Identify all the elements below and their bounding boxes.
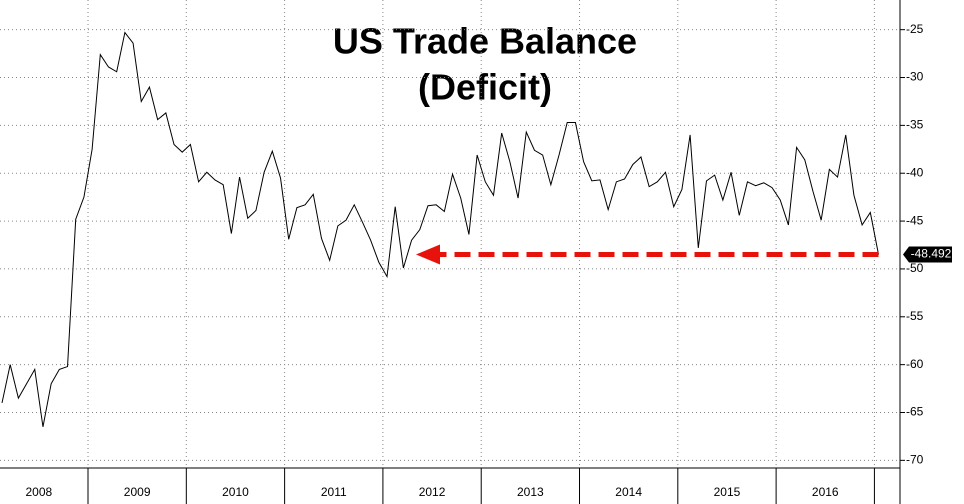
x-tick-label: 2010 [222,485,249,499]
x-tick-label: 2009 [124,485,151,499]
y-tick-label: -30 [906,70,924,84]
y-tick-label: -35 [906,118,924,132]
chart-title: US Trade Balance [333,21,637,62]
chart-subtitle: (Deficit) [418,67,552,108]
y-tick-label: -70 [906,453,924,467]
y-tick-label: -25 [906,22,924,36]
annotation-arrow-head [416,244,440,265]
x-tick-label: 2013 [517,485,544,499]
y-tick-label: -50 [906,261,924,275]
last-value-label: -48.492 [911,247,952,261]
y-tick-label: -65 [906,405,924,419]
y-tick-label: -45 [906,213,924,227]
last-value-box [903,246,952,263]
y-tick-label: -40 [906,165,924,179]
x-tick-label: 2014 [615,485,642,499]
x-tick-label: 2012 [419,485,446,499]
x-tick-label: 2008 [26,485,53,499]
y-tick-label: -55 [906,309,924,323]
x-tick-label: 2015 [714,485,741,499]
y-tick-label: -60 [906,357,924,371]
x-tick-label: 2011 [321,485,347,499]
x-tick-label: 2016 [812,485,839,499]
series-line [1,31,880,427]
